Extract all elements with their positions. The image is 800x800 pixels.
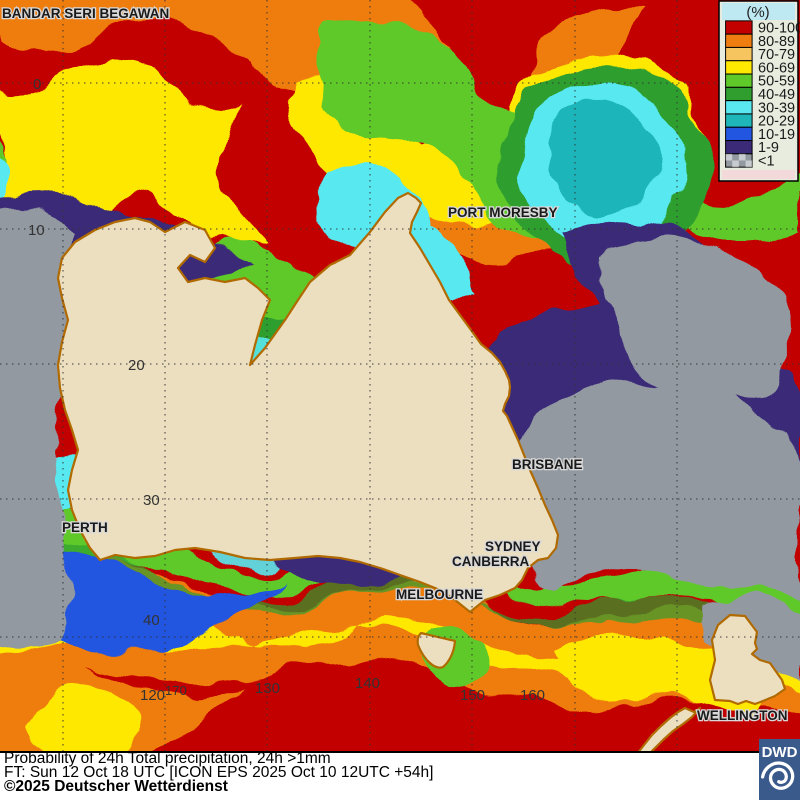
svg-text:30: 30 [143, 492, 160, 509]
svg-text:DWD: DWD [762, 744, 798, 761]
svg-text:SYDNEY: SYDNEY [485, 539, 541, 554]
svg-text:160: 160 [520, 687, 545, 704]
svg-text:0: 0 [33, 76, 41, 93]
svg-text:40: 40 [143, 612, 160, 629]
svg-text:PERTH: PERTH [62, 520, 108, 535]
svg-text:MELBOURNE: MELBOURNE [396, 587, 483, 602]
svg-text:140: 140 [355, 675, 380, 692]
svg-text:PORT MORESBY: PORT MORESBY [448, 205, 558, 220]
svg-text:©2025 Deutscher Wetterdienst: ©2025 Deutscher Wetterdienst [4, 778, 228, 795]
svg-text:WELLINGTON: WELLINGTON [697, 708, 788, 723]
svg-text:(%): (%) [746, 4, 769, 21]
svg-text:120: 120 [140, 687, 165, 704]
svg-text:BANDAR SERI BEGAWAN: BANDAR SERI BEGAWAN [2, 6, 169, 21]
svg-text:170: 170 [165, 683, 187, 698]
svg-text:150: 150 [460, 687, 485, 704]
svg-text:CANBERRA: CANBERRA [452, 554, 530, 569]
svg-text:130: 130 [255, 680, 280, 697]
svg-text:BRISBANE: BRISBANE [512, 457, 583, 472]
svg-text:<1: <1 [758, 154, 775, 170]
svg-text:20: 20 [128, 357, 145, 374]
svg-text:10: 10 [28, 222, 45, 239]
